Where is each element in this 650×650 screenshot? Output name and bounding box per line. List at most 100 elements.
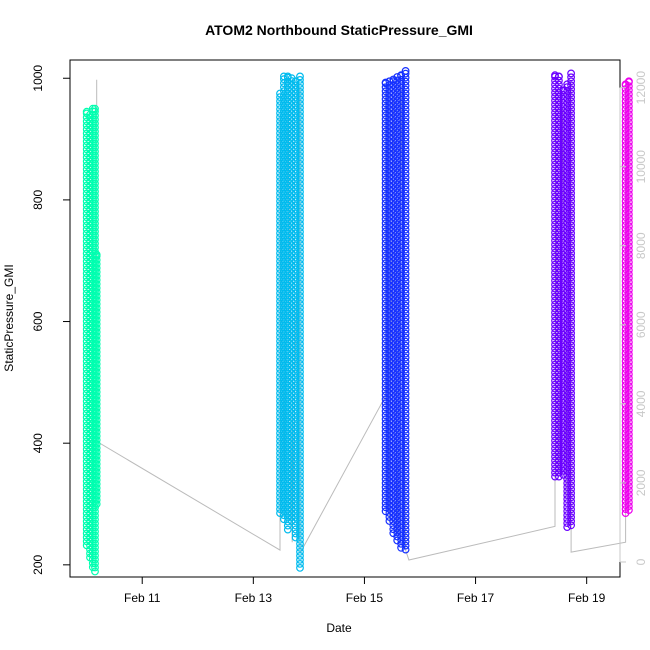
data-point — [280, 219, 288, 228]
data-point — [397, 387, 406, 396]
data-point — [555, 316, 563, 325]
data-point — [296, 243, 304, 252]
data-point — [280, 387, 288, 396]
data-point — [291, 405, 300, 414]
data-point — [625, 506, 633, 515]
data-point — [555, 424, 563, 433]
data-point — [555, 312, 563, 321]
data-point — [625, 142, 633, 151]
data-point — [567, 69, 575, 78]
data-point — [563, 91, 572, 99]
data-point — [296, 91, 304, 100]
data-point — [401, 485, 410, 494]
data-point — [276, 337, 284, 346]
data-point — [291, 413, 300, 422]
data-point — [567, 437, 575, 446]
data-point — [555, 372, 563, 381]
data-point — [397, 159, 406, 168]
data-point — [280, 351, 288, 360]
data-point — [555, 296, 563, 305]
data-point — [397, 535, 406, 544]
data-point — [563, 103, 572, 111]
data-point — [567, 257, 575, 266]
data-point — [567, 73, 575, 82]
data-point — [381, 315, 390, 324]
data-point — [551, 148, 559, 157]
data-point — [555, 328, 563, 337]
data-point — [625, 122, 633, 130]
data-point — [567, 413, 575, 422]
data-point — [401, 257, 410, 266]
data-point — [92, 284, 101, 292]
data-point — [551, 320, 559, 329]
data-point — [276, 509, 284, 517]
data-point — [563, 427, 572, 436]
series-group — [551, 69, 575, 531]
data-point — [401, 157, 410, 166]
data-point — [296, 231, 304, 240]
data-point — [276, 149, 284, 158]
data-point — [92, 260, 101, 268]
data-point — [296, 191, 304, 200]
data-point — [551, 236, 559, 245]
data-point — [401, 481, 410, 490]
data-point — [397, 467, 406, 476]
data-point — [91, 515, 99, 524]
data-point — [91, 155, 99, 164]
data-point — [291, 137, 300, 146]
altitude-line — [96, 79, 630, 561]
data-point — [91, 507, 99, 516]
data-point — [401, 469, 410, 478]
data-point — [291, 521, 300, 530]
data-point — [401, 309, 410, 318]
data-point — [276, 385, 284, 394]
data-point — [555, 440, 563, 449]
data-point — [280, 215, 288, 224]
data-point — [296, 424, 304, 432]
data-point — [401, 209, 410, 218]
data-point — [381, 319, 390, 328]
data-point — [296, 348, 304, 356]
data-point — [397, 199, 406, 208]
y2-tick-label: 2000 — [634, 469, 648, 496]
data-point — [91, 563, 99, 572]
data-point — [381, 503, 390, 512]
data-point — [625, 274, 633, 283]
data-points — [82, 66, 633, 576]
data-point — [563, 183, 572, 192]
data-point — [401, 229, 410, 238]
data-point — [381, 295, 390, 304]
data-point — [551, 468, 559, 477]
data-point — [401, 509, 410, 518]
data-point — [280, 291, 288, 300]
data-point — [563, 471, 572, 480]
chart-title: ATOM2 Northbound StaticPressure_GMI — [205, 22, 473, 38]
data-point — [291, 141, 300, 150]
data-point — [296, 488, 304, 496]
data-point — [555, 256, 563, 265]
data-point — [563, 263, 572, 272]
data-point — [563, 491, 572, 500]
data-point — [555, 200, 563, 209]
data-point — [291, 329, 300, 338]
data-point — [92, 380, 101, 388]
data-point — [551, 136, 559, 145]
data-point — [567, 425, 575, 434]
data-point — [276, 133, 284, 142]
data-point — [555, 376, 563, 385]
data-point — [296, 440, 304, 448]
data-point — [625, 502, 633, 511]
data-point — [276, 93, 284, 101]
data-point — [280, 491, 288, 500]
data-point — [296, 111, 304, 120]
data-point — [551, 228, 559, 237]
data-point — [625, 326, 633, 335]
data-point — [567, 221, 575, 230]
data-point — [555, 396, 563, 405]
data-point — [280, 247, 288, 256]
data-point — [291, 133, 300, 142]
data-point — [551, 252, 559, 261]
data-point — [291, 201, 300, 210]
data-point — [625, 206, 633, 215]
data-point — [91, 539, 99, 548]
